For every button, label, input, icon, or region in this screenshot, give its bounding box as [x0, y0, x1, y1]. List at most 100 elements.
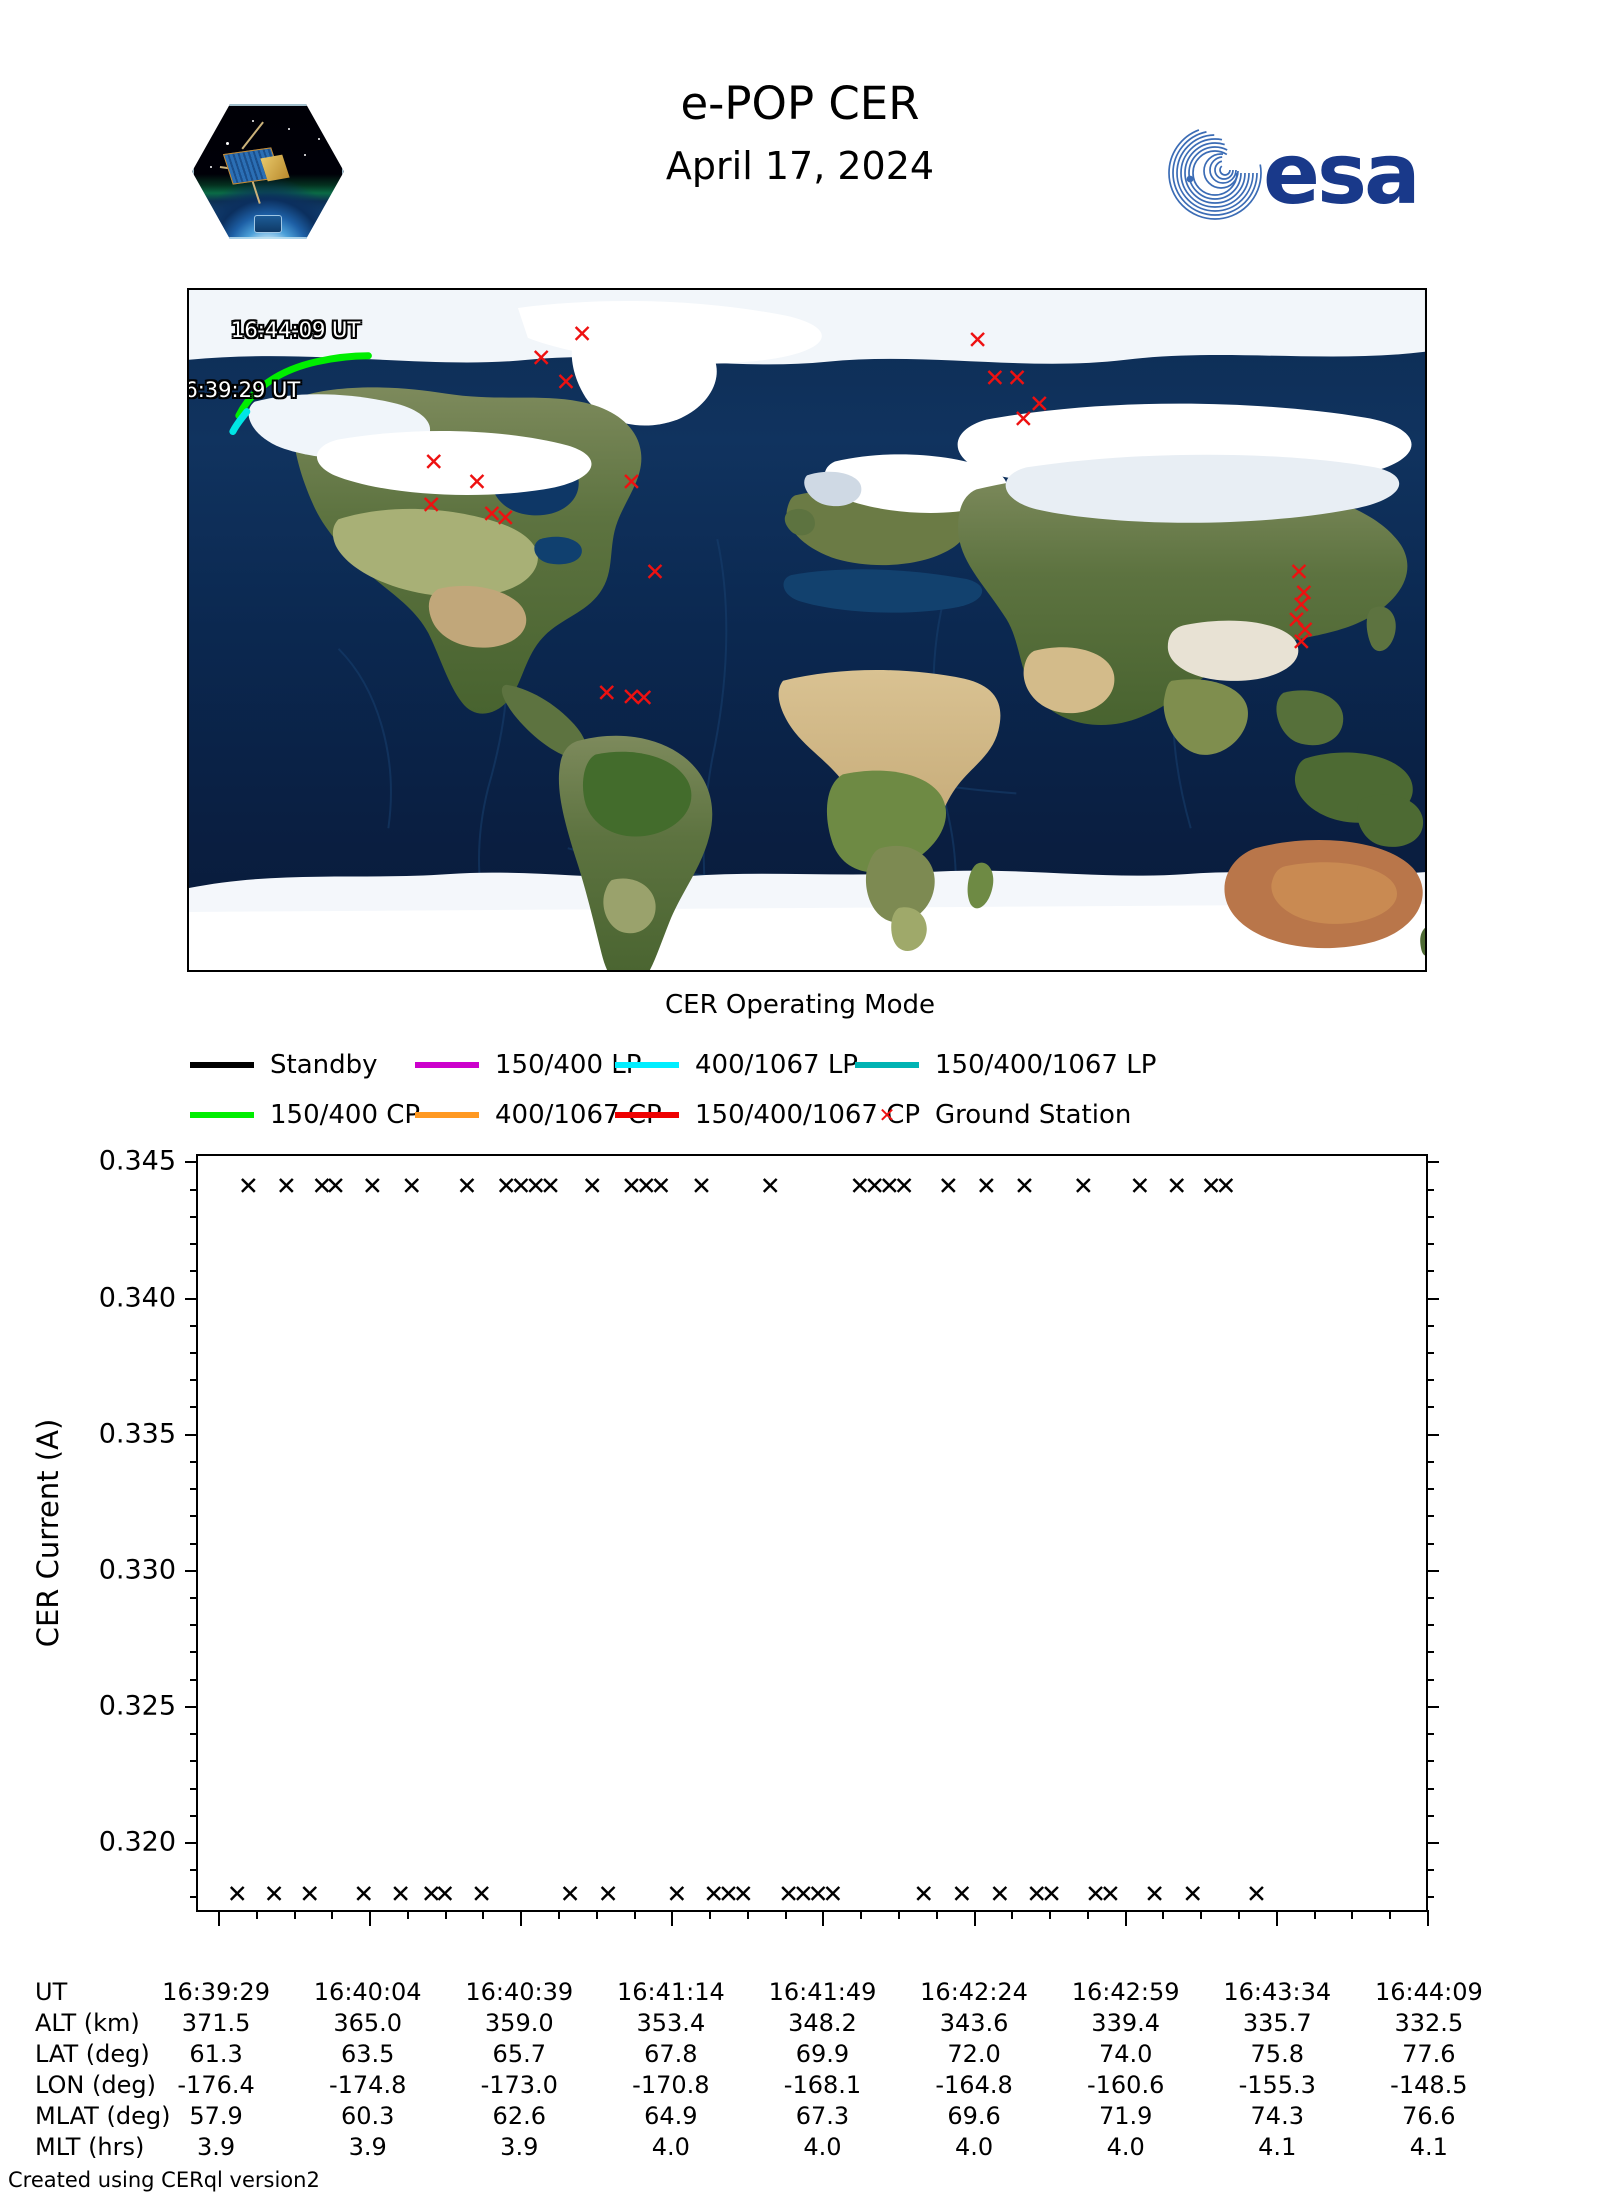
x-axis-minor-tick — [1237, 1910, 1240, 1919]
table-cell: -160.6 — [1086, 2071, 1165, 2099]
legend-line-swatch — [615, 1062, 679, 1068]
data-point-marker: ✕ — [878, 1171, 900, 1201]
y-axis-minor-tick — [190, 1188, 198, 1191]
y-axis-tick-label: 0.345 — [98, 1145, 176, 1177]
table-cell: 71.9 — [1098, 2102, 1153, 2130]
legend-line-swatch — [190, 1112, 254, 1118]
table-cell: 16:43:34 — [1223, 1978, 1332, 2006]
data-point-marker: ✕ — [650, 1171, 672, 1201]
data-point-marker: ✕ — [299, 1879, 321, 1909]
y-axis-minor-tick — [190, 1814, 198, 1817]
data-point-marker: ✕ — [353, 1879, 375, 1909]
y-axis-minor-tick — [1426, 1814, 1434, 1817]
x-axis-major-tick — [1426, 1910, 1429, 1926]
data-point-marker: ✕ — [325, 1171, 347, 1201]
legend-item-150-400-lp[interactable]: 150/400 LP — [415, 1050, 641, 1080]
table-cell: -176.4 — [177, 2071, 255, 2099]
table-cell: 4.1 — [1409, 2133, 1448, 2161]
legend-item-150-400-cp[interactable]: 150/400 CP — [190, 1100, 420, 1130]
y-axis-minor-tick — [1426, 1460, 1434, 1463]
ground-station-marker-icon: ✕ — [481, 499, 503, 529]
table-cell: 16:42:59 — [1071, 1978, 1180, 2006]
x-axis-major-tick — [671, 1910, 674, 1926]
legend-label: Ground Station — [935, 1100, 1132, 1130]
y-axis-minor-tick — [190, 1515, 198, 1518]
legend-item-150-400-1067-cp[interactable]: 150/400/1067 CP — [615, 1100, 920, 1130]
legend-label: Standby — [270, 1050, 378, 1080]
data-point-marker: ✕ — [666, 1879, 688, 1909]
y-axis-minor-tick — [1426, 1215, 1434, 1218]
y-axis-tick-label: 0.335 — [98, 1418, 176, 1450]
x-axis-major-tick — [1275, 1910, 1278, 1926]
table-cell: 3.9 — [348, 2133, 387, 2161]
data-point-marker: ✕ — [690, 1171, 712, 1201]
table-cell: 4.0 — [803, 2133, 842, 2161]
x-axis-minor-tick — [1351, 1910, 1354, 1919]
table-cell: 74.3 — [1250, 2102, 1304, 2130]
table-row-label: LAT (deg) — [35, 2040, 150, 2068]
cassiope-logo — [192, 104, 344, 239]
table-row-label: MLT (hrs) — [35, 2133, 145, 2161]
x-axis-major-tick — [1124, 1910, 1127, 1926]
satellite-solar-panel-icon — [222, 147, 282, 185]
legend-item-ground-station[interactable]: ✕ Ground Station — [855, 1100, 1132, 1130]
y-axis-minor-tick — [190, 1351, 198, 1354]
table-row-label: ALT (km) — [35, 2009, 140, 2037]
legend-label: 150/400/1067 LP — [935, 1050, 1157, 1080]
legend-item-150-400-1067-lp[interactable]: 150/400/1067 LP — [855, 1050, 1156, 1080]
table-cell: -170.8 — [632, 2071, 710, 2099]
ground-station-marker-icon: ✕ — [530, 343, 552, 373]
table-cell: 16:40:39 — [465, 1978, 574, 2006]
data-point-marker: ✕ — [1200, 1171, 1222, 1201]
x-axis-minor-tick — [595, 1910, 598, 1919]
table-cell: 16:39:29 — [162, 1978, 270, 2006]
y-axis-minor-tick — [1426, 1624, 1434, 1627]
x-axis-minor-tick — [633, 1910, 636, 1919]
table-cell: 61.3 — [189, 2040, 243, 2068]
table-row-label: LON (deg) — [35, 2071, 156, 2099]
legend-line-swatch — [855, 1062, 919, 1068]
table-row-label: UT — [35, 1978, 68, 2006]
data-point-marker: ✕ — [1129, 1171, 1151, 1201]
table-cell: 339.4 — [1091, 2009, 1161, 2037]
y-axis-minor-tick — [1426, 1351, 1434, 1354]
y-axis-minor-tick — [190, 1324, 198, 1327]
table-cell: 4.0 — [651, 2133, 690, 2161]
y-axis-major-tick — [185, 1161, 198, 1164]
data-point-marker: ✕ — [525, 1171, 547, 1201]
legend-ground-station-icon: ✕ — [878, 1103, 896, 1127]
ground-station-marker-icon: ✕ — [633, 683, 655, 713]
table-cell: 65.7 — [492, 2040, 546, 2068]
y-axis-minor-tick — [190, 1460, 198, 1463]
data-point-marker: ✕ — [581, 1171, 603, 1201]
cer-current-plot: 0.345 0.340 0.335 0.330 0.325 0.320 ✕ ✕ ✕ ✕ ✕ ✕ ✕ ✕ ✕… — [99, 1146, 1439, 1926]
data-point-marker: ✕ — [864, 1171, 886, 1201]
legend-item-400-1067-cp[interactable]: 400/1067 CP — [415, 1100, 662, 1130]
y-axis-minor-tick — [1426, 1515, 1434, 1518]
x-axis-minor-tick — [406, 1910, 409, 1919]
legend-item-400-1067-lp[interactable]: 400/1067 LP — [615, 1050, 858, 1080]
data-point-marker: ✕ — [226, 1879, 248, 1909]
y-axis-minor-tick — [190, 1270, 198, 1273]
x-axis-minor-tick — [482, 1910, 485, 1919]
table-cell: 16:40:04 — [313, 1978, 422, 2006]
data-point-marker: ✕ — [732, 1879, 754, 1909]
data-point-marker: ✕ — [434, 1879, 456, 1909]
data-point-marker: ✕ — [539, 1171, 561, 1201]
table-cell: 3.9 — [500, 2133, 539, 2161]
data-point-marker: ✕ — [1144, 1879, 1166, 1909]
ground-station-marker-icon: ✕ — [1006, 363, 1028, 393]
table-row: MLAT (deg) 57.9 60.3 62.6 64.9 67.3 69.6 71.9 74… — [0, 2102, 1600, 2133]
table-cell: 332.5 — [1394, 2009, 1464, 2037]
y-axis-minor-tick — [1426, 1406, 1434, 1409]
legend-item-standby[interactable]: Standby — [190, 1050, 415, 1080]
table-cell: 69.9 — [795, 2040, 850, 2068]
ground-station-marker-icon: ✕ — [621, 682, 642, 712]
table-cell: 365.0 — [333, 2009, 403, 2037]
data-point-marker: ✕ — [822, 1879, 844, 1909]
world-map-panel: 16:44:09 UT 16:39:29 UT ✕✕✕✕✕✕✕✕✕✕✕✕✕✕✕✕… — [187, 288, 1427, 972]
data-point-marker: ✕ — [975, 1171, 997, 1201]
data-point-marker: ✕ — [510, 1171, 532, 1201]
y-axis-minor-tick — [1426, 1651, 1434, 1654]
y-axis-minor-tick — [190, 1488, 198, 1491]
